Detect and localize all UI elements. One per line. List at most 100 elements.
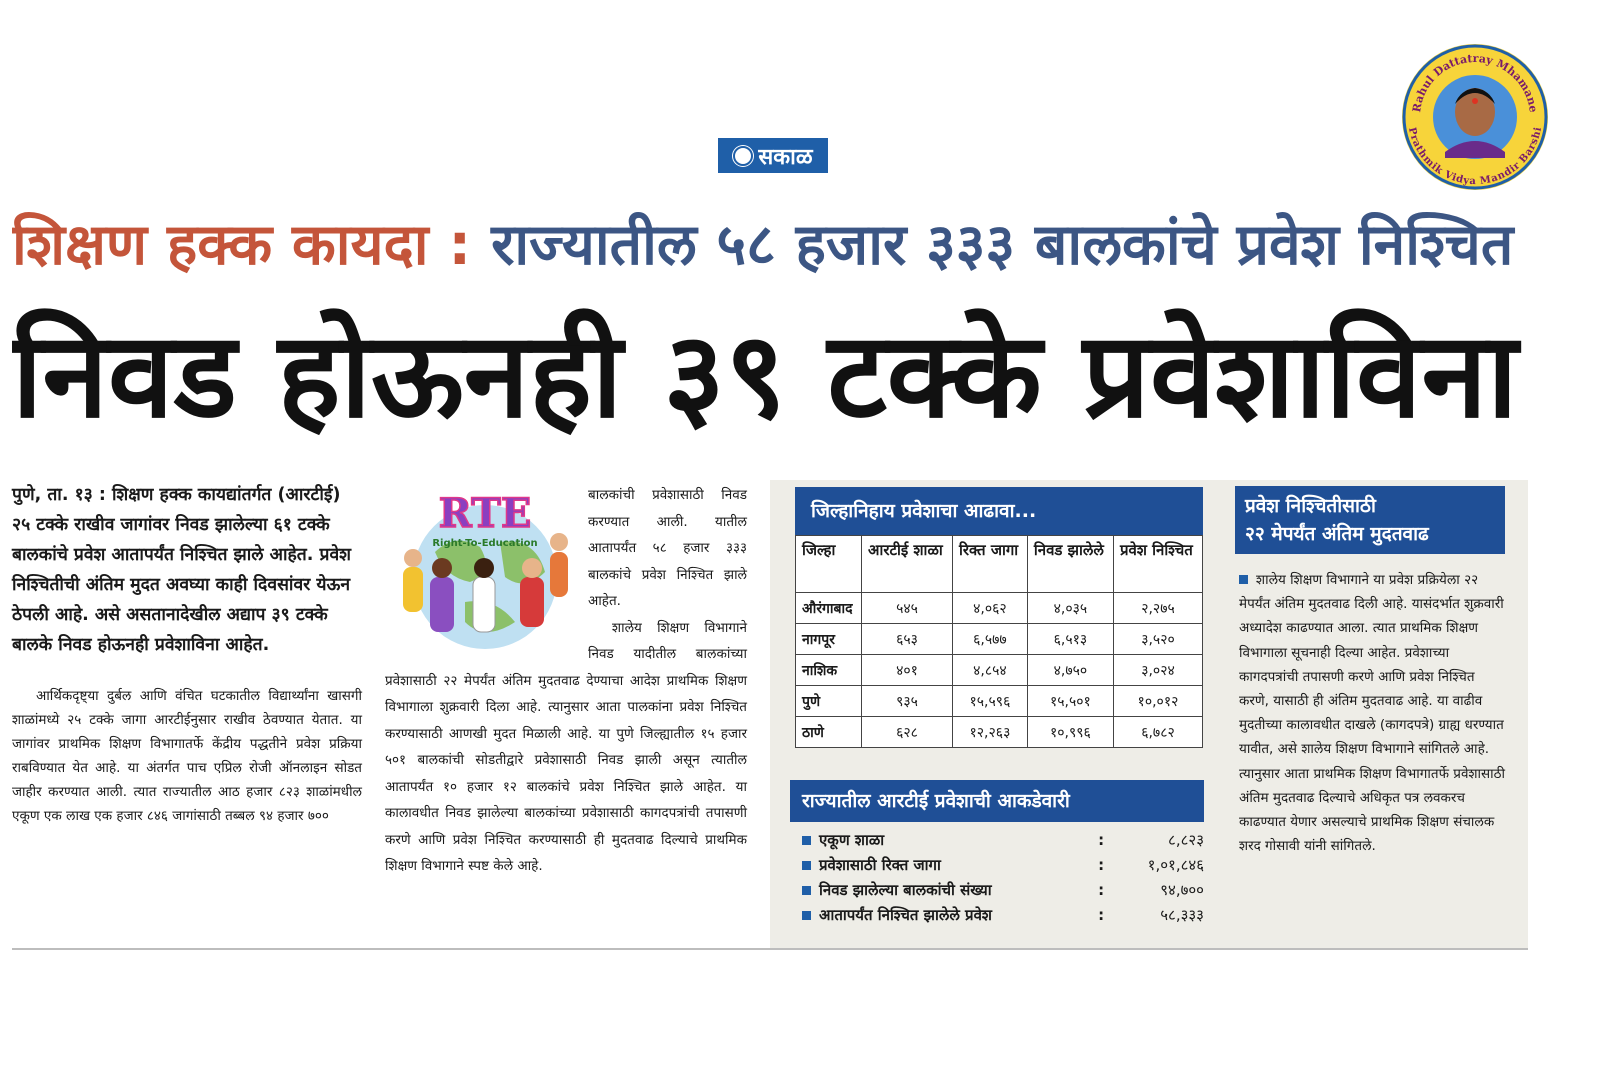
paragraph: शालेय शिक्षण विभागाने निवड यादीतील बालका… xyxy=(385,619,747,875)
kicker: शिक्षण हक्क कायदा : राज्यातील ५८ हजार ३३… xyxy=(12,200,1532,290)
table-cell: ६२८ xyxy=(860,716,954,748)
kicker-text: राज्यातील ५८ हजार ३३३ बालकांचे प्रवेश नि… xyxy=(491,212,1514,278)
masthead-name: सकाळ xyxy=(758,144,813,170)
badge-border xyxy=(1402,44,1548,190)
table-cell: ६,५१३ xyxy=(1026,623,1114,655)
table-cell: ४०१ xyxy=(860,654,954,686)
table-cell: ५४५ xyxy=(860,592,954,624)
summary-value: ८,८२३ xyxy=(1168,831,1204,849)
summary-label: प्रवेशासाठी रिक्त जागा xyxy=(819,856,941,874)
masthead: सकाळ xyxy=(718,138,828,173)
district-table: जिल्हानिहाय प्रवेशाचा आढावा... जिल्हा आरट… xyxy=(795,487,1204,748)
table-row: नागपूर ६५३ ६,५७७ ६,५१३ ३,५२० xyxy=(795,623,1204,655)
table-cell: १०,०१२ xyxy=(1112,685,1204,717)
header-cell: निवड झालेले xyxy=(1026,535,1114,593)
bullet xyxy=(802,836,811,845)
header-row: जिल्हा आरटीई शाळा रिक्त जागा निवड झालेले प्र… xyxy=(795,535,1204,593)
child-head xyxy=(474,558,494,578)
table-cell: ६,७८२ xyxy=(1112,716,1204,748)
summary-title: राज्यातील आरटीई प्रवेशाची आकडेवारी xyxy=(790,780,1204,822)
table-cell: पुणे xyxy=(795,685,862,717)
table-cell: ४,८५४ xyxy=(952,654,1028,686)
badge-tilak xyxy=(1472,98,1478,104)
table-cell: ठाणे xyxy=(795,716,862,748)
column-1: पुणे, ता. १३ : शिक्षण हक्क कायद्यांतर्गत… xyxy=(12,480,362,828)
table-cell: ९३५ xyxy=(860,685,954,717)
table-cell: १५,५०१ xyxy=(1026,685,1114,717)
table: जिल्हा आरटीई शाळा रिक्त जागा निवड झालेले प्र… xyxy=(795,535,1204,748)
badge-face xyxy=(1455,88,1495,136)
sidebar-text: शालेय शिक्षण विभागाने या प्रवेश प्रक्रिय… xyxy=(1239,572,1505,855)
table-cell: ६,५७७ xyxy=(952,623,1028,655)
summary-label: आतापर्यंत निश्चित झालेले प्रवेश xyxy=(819,906,993,924)
table-row: ठाणे ६२८ १२,२६३ १०,९९६ ६,७८२ xyxy=(795,716,1204,748)
table-cell: ४,७५० xyxy=(1026,654,1114,686)
header-cell: जिल्हा xyxy=(795,535,862,593)
sidebar-title: प्रवेश निश्चितीसाठी २२ मेपर्यंत अंतिम मु… xyxy=(1235,486,1505,554)
table-cell: ६५३ xyxy=(860,623,954,655)
table-cell: १०,९९६ xyxy=(1026,716,1114,748)
globe-land xyxy=(435,540,545,632)
sidebar: प्रवेश निश्चितीसाठी २२ मेपर्यंत अंतिम मु… xyxy=(1235,486,1505,858)
badge-shirt xyxy=(1445,141,1505,158)
table-cell: ३,०२४ xyxy=(1112,654,1204,686)
summary-item: प्रवेशासाठी रिक्त जागा: १,०१,८४६ xyxy=(790,853,1204,878)
header-cell: आरटीई शाळा xyxy=(860,535,954,593)
summary: राज्यातील आरटीई प्रवेशाची आकडेवारी एकूण … xyxy=(790,780,1204,928)
table-cell: औरंगाबाद xyxy=(795,592,862,624)
table-cell: ४,०३५ xyxy=(1026,592,1114,624)
summary-item: एकूण शाळा: ८,८२३ xyxy=(790,828,1204,853)
header-cell: प्रवेश निश्चित xyxy=(1112,535,1204,593)
lead-paragraph: पुणे, ता. १३ : शिक्षण हक्क कायद्यांतर्गत… xyxy=(12,485,351,655)
sidebar-title-line: २२ मेपर्यंत अंतिम मुदतवाढ xyxy=(1245,523,1429,545)
headline-text: निवड होऊनही ३९ टक्के प्रवेशाविना xyxy=(12,306,1518,444)
table-row: पुणे ९३५ १५,५९६ १५,५०१ १०,०१२ xyxy=(795,685,1204,717)
sidebar-title-line: प्रवेश निश्चितीसाठी xyxy=(1245,495,1376,517)
bottom-rule xyxy=(12,948,1528,950)
child xyxy=(472,576,496,633)
summary-value: १,०१,८४६ xyxy=(1147,856,1204,874)
child xyxy=(520,577,544,627)
rte-subtitle: Right-To-Education xyxy=(432,538,537,549)
summary-separator: : xyxy=(1098,881,1105,899)
headline: निवड होऊनही ३९ टक्के प्रवेशाविना xyxy=(12,300,1532,450)
kicker-label: शिक्षण हक्क कायदा : xyxy=(12,212,472,278)
child-head xyxy=(522,558,542,578)
summary-list: एकूण शाळा: ८,८२३ प्रवेशासाठी रिक्त जागा: १,… xyxy=(790,822,1204,928)
paragraph: बालकांची प्रवेशासाठी निवड करण्यात आली. य… xyxy=(588,487,747,609)
summary-separator: : xyxy=(1098,856,1105,874)
bullet xyxy=(802,911,811,920)
table-cell: २,२७५ xyxy=(1112,592,1204,624)
table-cell: १२,२६३ xyxy=(952,716,1028,748)
summary-item: आतापर्यंत निश्चित झालेले प्रवेश: ५८,३३३ xyxy=(790,903,1204,928)
summary-separator: : xyxy=(1098,831,1105,849)
sidebar-paragraph: शालेय शिक्षण विभागाने या प्रवेश प्रक्रिय… xyxy=(1239,568,1505,858)
child xyxy=(430,577,454,632)
masthead-logo xyxy=(733,145,754,166)
table-title: जिल्हानिहाय प्रवेशाचा आढावा... xyxy=(795,487,1203,535)
table-cell: ४,०६२ xyxy=(952,592,1028,624)
table-row: औरंगाबाद ५४५ ४,०६२ ४,०३५ २,२७५ xyxy=(795,592,1204,624)
table-cell: १५,५९६ xyxy=(952,685,1028,717)
summary-separator: : xyxy=(1098,906,1105,924)
child xyxy=(403,567,423,612)
column-2: RTE Right-To-Education बालकांची प्रवेशास… xyxy=(385,482,747,880)
badge: Rahul Dattatray Mhamane Prathmik Vidya M… xyxy=(1402,44,1548,190)
table-cell: नागपूर xyxy=(795,623,862,655)
header-cell: रिक्त जागा xyxy=(952,535,1028,593)
summary-item: निवड झालेल्या बालकांची संख्या: ९४,७०० xyxy=(790,878,1204,903)
body-paragraph: आर्थिकदृष्ट्या दुर्बल आणि वंचित घटकातील … xyxy=(12,688,362,824)
bullet xyxy=(802,861,811,870)
summary-label: निवड झालेल्या बालकांची संख्या xyxy=(819,881,992,899)
badge-hair xyxy=(1455,88,1495,104)
summary-value: ९४,७०० xyxy=(1160,881,1204,899)
child-head xyxy=(550,533,568,551)
bullet xyxy=(1239,575,1248,584)
table-cell: नाशिक xyxy=(795,654,862,686)
rte-illustration: RTE Right-To-Education xyxy=(403,489,568,649)
table-body: औरंगाबाद ५४५ ४,०६२ ४,०३५ २,२७५ नागपूर ६५३ ६,५७७… xyxy=(795,592,1204,748)
rte-title: RTE xyxy=(439,490,532,537)
summary-label: एकूण शाळा xyxy=(819,831,885,849)
table-row: नाशिक ४०१ ४,८५४ ४,७५० ३,०२४ xyxy=(795,654,1204,686)
